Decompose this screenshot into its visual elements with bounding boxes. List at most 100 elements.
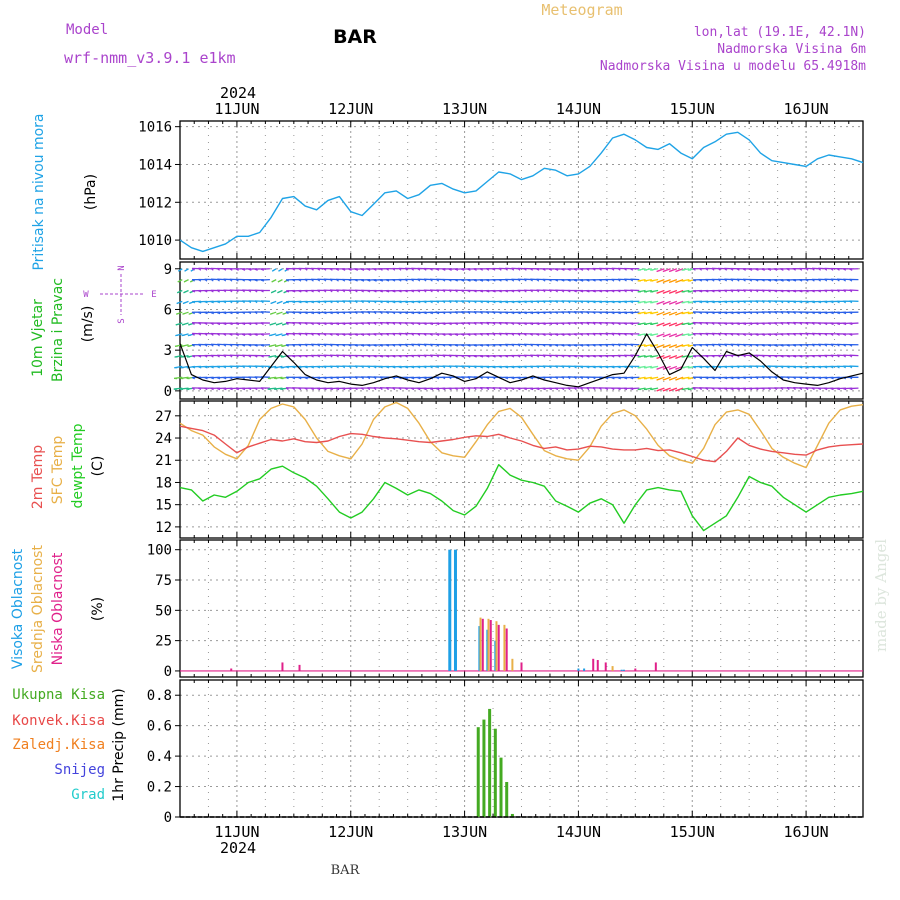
wind-arrow-head xyxy=(354,279,358,282)
wind-arrow-head xyxy=(623,278,627,282)
product-title: Meteogram xyxy=(541,1,622,19)
legend-frz-rain: Zaledj.Kisa xyxy=(12,737,105,753)
wind-arrow-head xyxy=(360,355,365,358)
wind-arrow-head xyxy=(736,278,740,282)
wind-arrow-head xyxy=(761,355,765,358)
wind-arrow-head xyxy=(573,279,578,282)
wind-arrow-head xyxy=(611,301,615,304)
wind-arrow-head xyxy=(799,268,803,271)
wind-arrow-head xyxy=(611,312,615,315)
wind-arrow-head xyxy=(542,344,546,347)
wind-arrow-head xyxy=(360,365,364,369)
wind-arrow-head xyxy=(492,344,496,347)
compass-w: W xyxy=(83,290,89,300)
wind-arrow-head xyxy=(592,366,596,369)
wind-arrow-head xyxy=(241,279,245,282)
wind-arrow-head xyxy=(229,278,233,282)
wind-arrow-head xyxy=(542,333,546,336)
wind-arrow-head xyxy=(473,311,477,315)
wind-arrow-head xyxy=(849,333,853,336)
wind-arrow-head xyxy=(767,376,771,380)
wind-arrow-head xyxy=(467,365,471,369)
wind-arrow-head xyxy=(517,322,521,326)
wind-arrow-head xyxy=(567,322,571,326)
wind-arrow-head xyxy=(367,279,371,282)
wind-arrow-head xyxy=(198,387,202,391)
wind-arrow-head xyxy=(448,354,452,358)
wind-arrow-head xyxy=(742,388,747,391)
wind-arrow-head xyxy=(598,279,602,282)
wind-arrow-head xyxy=(404,343,408,347)
wind-arrow-head xyxy=(617,267,621,271)
wind-arrow-head xyxy=(304,377,308,380)
wind-arrow-head xyxy=(774,279,778,282)
cloud-bar xyxy=(478,626,481,671)
wind-arrow-head xyxy=(586,311,590,315)
wind-arrow-head xyxy=(204,355,208,358)
wind-arrow-head xyxy=(298,290,302,293)
wind-arrow-head xyxy=(361,344,365,347)
wind-arrow-head xyxy=(285,279,289,282)
cloud-bar xyxy=(453,549,457,671)
wind-arrow-head xyxy=(298,387,302,391)
wind-arrow-head xyxy=(189,301,193,304)
wind-arrow-head xyxy=(442,268,446,271)
wind-arrow-head xyxy=(442,354,446,358)
cloud-bar xyxy=(511,658,514,671)
wind-arrow-head xyxy=(354,344,358,347)
wind-arrow-head xyxy=(254,333,258,336)
wind-arrow-head xyxy=(517,377,521,380)
wind-arrow-head xyxy=(705,366,709,369)
wind-arrow-head xyxy=(598,267,602,271)
wind-arrow-head xyxy=(204,312,208,315)
wind-arrow-head xyxy=(423,354,427,358)
wind-arrow-head xyxy=(548,354,552,358)
wind-arrow-head xyxy=(223,365,227,369)
wind-arrow-head xyxy=(191,366,196,369)
wind-arrow-head xyxy=(780,355,784,358)
wind-arrow-head xyxy=(630,289,634,293)
wind-arrow-head xyxy=(486,333,490,336)
wind-arrow-head xyxy=(692,355,697,358)
wind-arrow-head xyxy=(189,290,193,294)
wind-arrow-head xyxy=(323,322,327,326)
wind-arrow-head xyxy=(542,354,546,358)
wind-arrow-head xyxy=(705,290,709,293)
wind-arrow-head xyxy=(786,268,790,271)
panel-temperature: 12 15 18 21 24 27 xyxy=(155,400,864,539)
wind-arrow-head xyxy=(183,290,187,294)
wind-arrow-head xyxy=(479,376,483,380)
y-tick-label: 24 xyxy=(155,431,172,447)
wind-arrow-head xyxy=(360,387,364,391)
wind-arrow-head xyxy=(379,290,383,293)
wind-arrow-head xyxy=(830,322,834,326)
cloud-bar xyxy=(604,662,607,671)
wind-arrow-head xyxy=(198,333,202,336)
wind-arrow-head xyxy=(498,322,502,325)
wind-arrow-head xyxy=(567,365,571,369)
wind-arrow-head xyxy=(235,322,240,326)
wind-arrow-head xyxy=(473,279,477,282)
wind-arrow-head xyxy=(561,333,565,336)
wind-arrow-head xyxy=(423,322,427,326)
wind-arrow-head xyxy=(842,300,846,304)
wind-arrow-head xyxy=(448,268,452,271)
wind-arrow-head xyxy=(479,279,484,282)
wind-arrow-head xyxy=(617,333,621,336)
wind-arrow-head xyxy=(498,279,502,282)
wind-arrow-head xyxy=(836,289,840,293)
wind-arrow-head xyxy=(592,333,596,336)
wind-arrow-head xyxy=(554,279,559,282)
wind-arrow-head xyxy=(210,278,214,282)
wind-arrow-head xyxy=(454,333,459,336)
wind-arrow-head xyxy=(842,268,847,271)
wind-arrow-head xyxy=(567,333,571,336)
wind-arrow-head xyxy=(417,366,421,369)
wind-arrow-head xyxy=(692,301,696,304)
wind-arrow-head xyxy=(668,367,673,370)
wind-arrow-head xyxy=(656,367,660,370)
wind-arrow-head xyxy=(191,376,195,380)
wind-arrow-head xyxy=(342,300,346,304)
wind-arrow-head xyxy=(429,289,433,293)
wind-arrow-head xyxy=(410,387,415,391)
